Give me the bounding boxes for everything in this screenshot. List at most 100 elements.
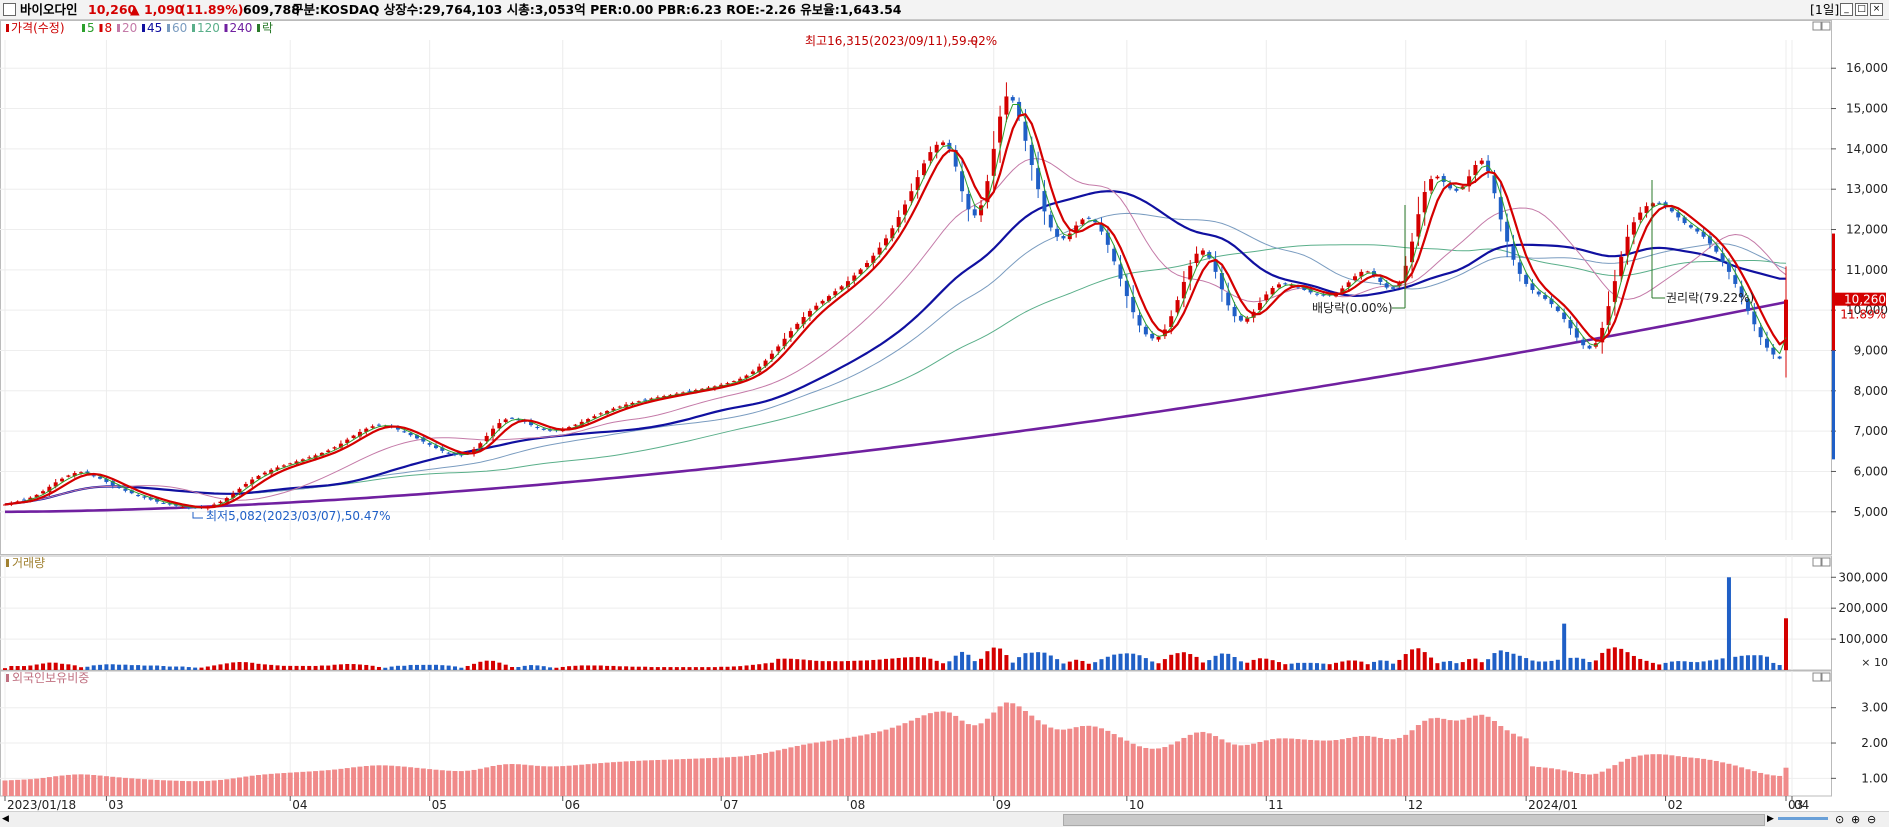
period-selector[interactable]: [1일] — [1810, 2, 1840, 17]
foreign-bar — [141, 779, 147, 796]
foreign-bar — [34, 778, 40, 796]
foreign-bar — [864, 734, 870, 796]
foreign-bar — [237, 777, 243, 796]
scroll-left-icon[interactable]: ◀ — [2, 814, 9, 824]
volume-bar — [1549, 660, 1554, 670]
candle-body — [1511, 245, 1516, 260]
volume-bar — [1657, 664, 1662, 670]
foreign-bar — [427, 769, 433, 796]
volume-bar — [535, 665, 540, 670]
foreign-bar — [433, 769, 439, 796]
date-tick-label: 04 — [1794, 798, 1809, 811]
candle-body — [1257, 302, 1262, 310]
ma8-line — [4, 113, 1787, 509]
volume-bar — [592, 665, 597, 670]
scroll-thumb[interactable] — [1063, 814, 1765, 826]
volume-bar — [212, 665, 217, 670]
foreign-bar — [1663, 754, 1669, 796]
candle-body — [826, 296, 831, 302]
foreign-bar — [1510, 733, 1516, 796]
candle-body — [161, 502, 166, 504]
candle-body — [218, 501, 223, 504]
foreign-bar — [97, 775, 103, 796]
window-min-icon[interactable]: _ — [1840, 3, 1853, 16]
foreign-bar — [1612, 765, 1618, 796]
foreign-bar — [832, 739, 838, 796]
horizontal-scrollbar[interactable]: ◀ ▶ ⊙ ⊕ ⊖ — [0, 811, 1889, 827]
zoom-in-icon[interactable]: ⊕ — [1851, 813, 1861, 826]
scroll-right-icon[interactable]: ▶ — [1767, 814, 1774, 824]
candle-body — [402, 431, 407, 433]
volume-bar — [1429, 657, 1434, 670]
candle-body — [731, 381, 736, 383]
volume-bar — [1771, 662, 1776, 670]
volume-bar — [1682, 661, 1687, 670]
zoom-out-icon[interactable]: ⊖ — [1867, 813, 1877, 826]
candle-body — [655, 397, 660, 399]
volume-bar — [1143, 658, 1148, 670]
volume-bar — [148, 665, 153, 670]
volume-bar — [807, 660, 812, 670]
volume-bar — [769, 662, 774, 670]
foreign-bar — [959, 720, 965, 796]
stock-name[interactable]: 바이오다인 — [20, 2, 78, 17]
volume-bar — [1676, 661, 1681, 670]
foreign-bar — [452, 771, 458, 796]
volume-bar — [313, 665, 318, 670]
foreign-bar — [1726, 763, 1732, 796]
volume-bar — [47, 662, 52, 670]
price-tick-label: 15,000 — [1846, 102, 1888, 116]
current-price-marker — [1834, 292, 1886, 306]
foreign-bar — [167, 780, 173, 796]
foreign-bar — [572, 765, 578, 796]
foreign-bar — [122, 777, 128, 796]
volume-bar — [624, 666, 629, 670]
foreign-bar — [655, 759, 661, 796]
volume-bar — [1511, 653, 1516, 670]
foreign-bar — [1384, 739, 1390, 796]
foreign-bar — [198, 781, 204, 796]
volume-bar — [1213, 655, 1218, 670]
foreign-bar — [1479, 714, 1485, 796]
chart-area[interactable]: 16,000 15,000 14,000 13,000 12,000 11,000 10,0… — [0, 20, 1889, 811]
foreign-bar — [281, 773, 287, 796]
candle-body — [281, 465, 286, 467]
candle-body — [795, 323, 800, 330]
candle-body — [1549, 298, 1554, 305]
volume-bar — [1448, 661, 1453, 670]
volume-bar — [1074, 659, 1079, 670]
volume-unit-label: × 10 — [1861, 656, 1888, 669]
volume-bar — [459, 667, 464, 670]
volume-bar — [472, 663, 477, 670]
price-tick-label: 6,000 — [1854, 464, 1888, 478]
candle-body — [1340, 288, 1345, 293]
foreign-bar — [1523, 738, 1529, 796]
foreign-bar — [414, 767, 420, 796]
volume-bar — [890, 658, 895, 670]
window-max-icon[interactable]: □ — [1855, 3, 1868, 16]
current-price: 10,260 — [88, 2, 137, 17]
volume-bar — [218, 664, 223, 670]
candle-body — [338, 443, 343, 448]
volume-bar — [883, 658, 888, 670]
candle-body — [915, 177, 920, 191]
zoom-slider[interactable] — [1778, 817, 1828, 820]
zoom-fit-icon[interactable]: ⊙ — [1835, 813, 1845, 826]
candle-body — [1479, 160, 1484, 164]
checkbox-icon[interactable] — [3, 3, 16, 16]
volume-bar — [1479, 662, 1484, 670]
foreign-bar — [21, 779, 27, 796]
foreign-bar — [706, 758, 712, 796]
volume-bar — [243, 662, 248, 670]
foreign-bar — [978, 723, 984, 796]
window-close-icon[interactable]: × — [1870, 3, 1883, 16]
volume-bar — [193, 667, 198, 670]
volume-bar — [662, 667, 667, 670]
candle-body — [91, 475, 96, 477]
foreign-bar — [1327, 740, 1333, 796]
candle-body — [1505, 221, 1510, 242]
volume-bar — [611, 665, 616, 670]
candle-body — [1536, 291, 1541, 295]
candle-body — [345, 439, 350, 444]
volume-bar — [453, 666, 458, 670]
